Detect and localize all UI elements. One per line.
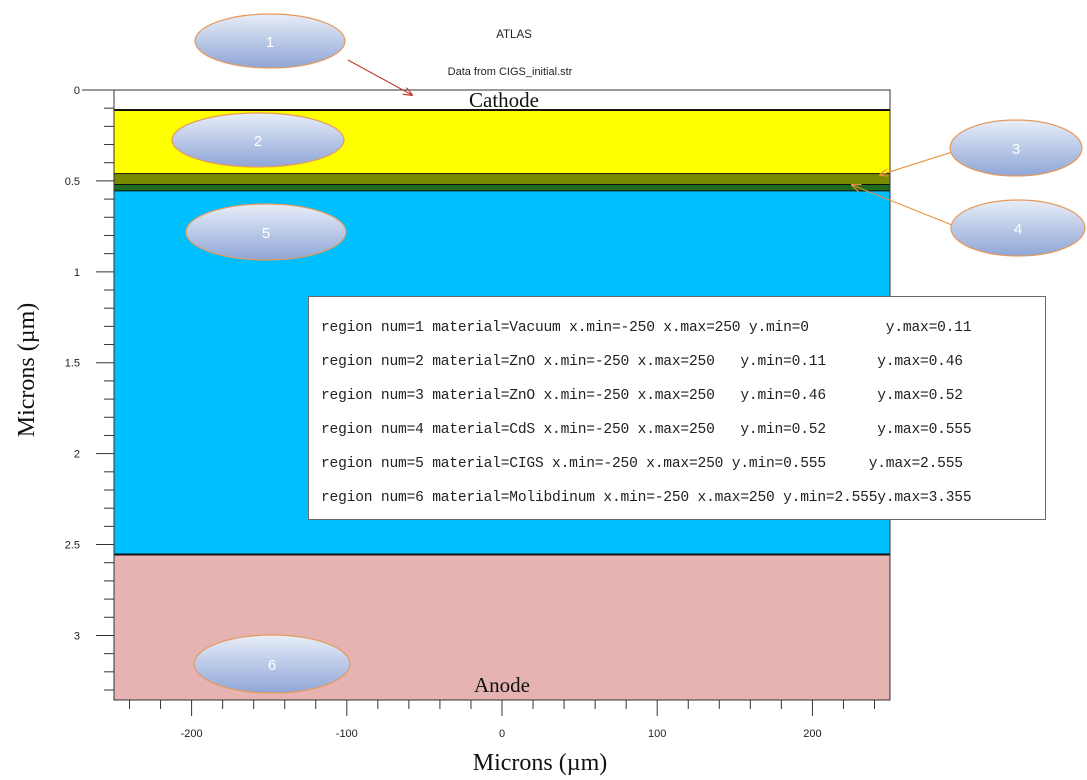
region-definition-box: region num=1 material=Vacuum x.min=-250 … [308,296,1046,520]
layer-1-vacuum [114,90,890,110]
x-tick-label: 200 [803,728,821,740]
layer-4-cds [114,184,890,191]
plot-title: ATLAS [496,29,532,41]
region-line-5: region num=5 material=CIGS x.min=-250 x.… [321,456,963,472]
x-tick-label: 0 [499,728,505,740]
cathode-label: Cathode [469,88,539,112]
callout-1-label: 1 [266,34,274,51]
callout-3-label: 3 [1012,141,1020,158]
callout-6-label: 6 [268,657,276,674]
callout-1-arrow [347,59,412,95]
callout-6: 6 [193,634,351,694]
plot-subtitle: Data from CIGS_initial.str [448,66,573,78]
y-tick-label: 3 [74,630,80,642]
y-axis: 0 0.5 1 1.5 2 2.5 3 [65,85,114,691]
callout-3-arrow [880,151,953,175]
layer-3-zno [114,173,890,185]
anode-label: Anode [474,673,530,697]
region-line-6: region num=6 material=Molibdinum x.min=-… [321,490,972,506]
y-tick-label: 0.5 [65,176,80,188]
x-tick-label: -200 [181,728,203,740]
x-tick-label: 100 [648,728,666,740]
callout-4: 4 [950,199,1086,257]
y-tick-label: 1.5 [65,358,80,370]
x-tick-label: -100 [336,728,358,740]
callout-5-label: 5 [262,225,270,242]
region-line-1: region num=1 material=Vacuum x.min=-250 … [321,320,972,336]
callout-4-label: 4 [1014,221,1022,238]
region-line-3: region num=3 material=ZnO x.min=-250 x.m… [321,388,963,404]
y-tick-label: 2 [74,449,80,461]
region-line-4: region num=4 material=CdS x.min=-250 x.m… [321,422,972,438]
callout-3: 3 [949,119,1083,177]
callout-4-arrow [852,185,953,226]
y-tick-label: 0 [74,85,80,97]
y-axis-label: Microns (µm) [14,303,40,437]
callout-2-label: 2 [254,133,262,150]
x-axis: -200 -100 0 100 200 [114,699,890,740]
y-tick-label: 1 [74,267,80,279]
y-tick-label: 2.5 [65,540,80,552]
callout-2: 2 [171,112,345,168]
region-line-2: region num=2 material=ZnO x.min=-250 x.m… [321,354,963,370]
callout-5: 5 [185,203,347,261]
callout-1: 1 [194,13,346,69]
x-axis-label: Microns (µm) [473,750,607,776]
